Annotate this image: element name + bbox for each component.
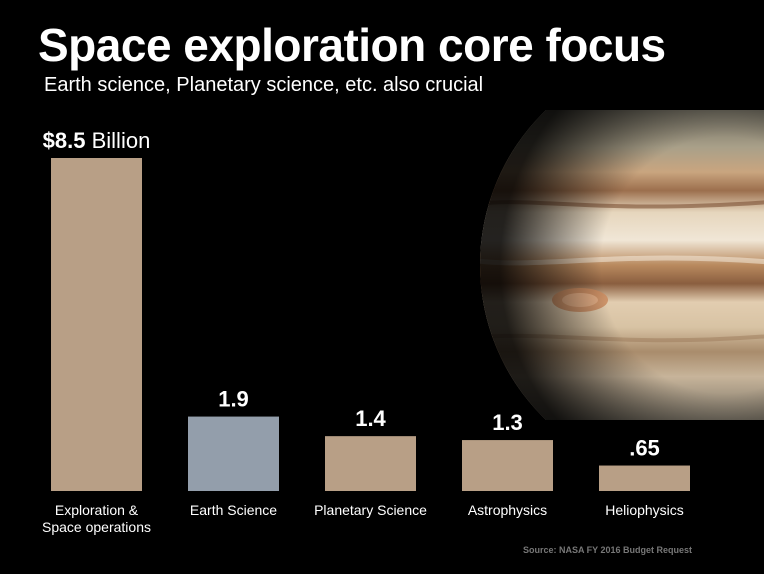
slide-subtitle: Earth science, Planetary science, etc. a… <box>44 74 484 96</box>
data-label-0: $8.5 Billion <box>43 128 151 153</box>
bar-1 <box>188 416 279 491</box>
category-label-0: Exploration & Space operations <box>42 502 151 535</box>
slide-title: Space exploration core focus <box>38 19 666 71</box>
data-label-3: 1.3 <box>492 410 523 435</box>
category-label-1: Earth Science <box>190 502 277 518</box>
data-label-4: .65 <box>629 436 660 461</box>
bar-3 <box>462 440 553 491</box>
bar-0 <box>51 158 142 491</box>
category-label-4: Heliophysics <box>605 502 684 518</box>
data-label-2: 1.4 <box>355 406 386 431</box>
bar-2 <box>325 436 416 491</box>
category-label-3: Astrophysics <box>468 502 547 518</box>
jupiter-image <box>480 110 764 420</box>
data-label-1: 1.9 <box>218 387 249 412</box>
category-label-2: Planetary Science <box>314 502 427 518</box>
source-note: Source: NASA FY 2016 Budget Request <box>522 545 692 555</box>
bar-4 <box>599 465 690 491</box>
